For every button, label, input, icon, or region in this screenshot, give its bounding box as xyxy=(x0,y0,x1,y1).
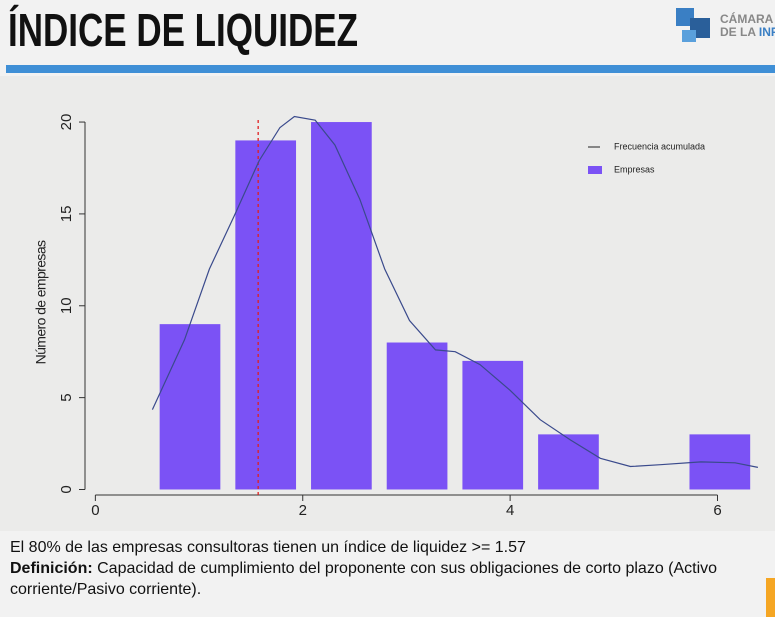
logo-block xyxy=(676,8,694,26)
corner-accent xyxy=(766,578,775,617)
footer-definition: Definición: Capacidad de cumplimiento de… xyxy=(10,558,755,600)
footer-note: El 80% de las empresas consultoras tiene… xyxy=(10,539,526,556)
logo: CÁMARA C DE LA INFRA xyxy=(676,8,775,42)
x-tick-label: 6 xyxy=(713,502,721,519)
y-tick-label: 0 xyxy=(58,485,75,493)
definition-label: Definición: xyxy=(10,560,93,577)
slide-title: ÍNDICE DE LIQUIDEZ xyxy=(8,4,358,56)
y-axis-label: Número de empresas xyxy=(33,240,49,364)
x-tick-label: 4 xyxy=(506,502,514,519)
y-tick-label: 5 xyxy=(58,393,75,401)
y-tick-label: 20 xyxy=(58,114,75,131)
legend-label: Empresas xyxy=(614,164,655,174)
bar xyxy=(538,434,599,490)
bar xyxy=(386,342,448,490)
logo-block xyxy=(682,30,696,42)
header-rule xyxy=(6,65,775,73)
legend-bar-swatch xyxy=(588,166,602,174)
bar xyxy=(235,140,297,490)
y-tick-label: 10 xyxy=(58,297,75,314)
bar xyxy=(462,360,524,490)
frequency-line xyxy=(151,115,759,468)
y-tick-label: 15 xyxy=(58,206,75,223)
plot: 0 5 10 15 20 0 2 4 6 Número de empresas Frecuencia… xyxy=(33,114,759,519)
bar xyxy=(311,122,372,490)
logo-text: DE LA xyxy=(720,25,756,39)
bar xyxy=(159,324,221,490)
definition-text: Capacidad de cumplimiento del proponente… xyxy=(10,560,718,598)
logo-text: CÁMARA C xyxy=(720,11,775,26)
logo-text: INFRA xyxy=(759,25,775,39)
legend-label: Frecuencia acumulada xyxy=(614,141,705,151)
x-tick-label: 2 xyxy=(299,502,307,519)
logo-text: DE LA INFRA xyxy=(720,25,775,39)
x-tick-label: 0 xyxy=(91,502,99,519)
footer: El 80% de las empresas consultoras tiene… xyxy=(10,537,755,600)
